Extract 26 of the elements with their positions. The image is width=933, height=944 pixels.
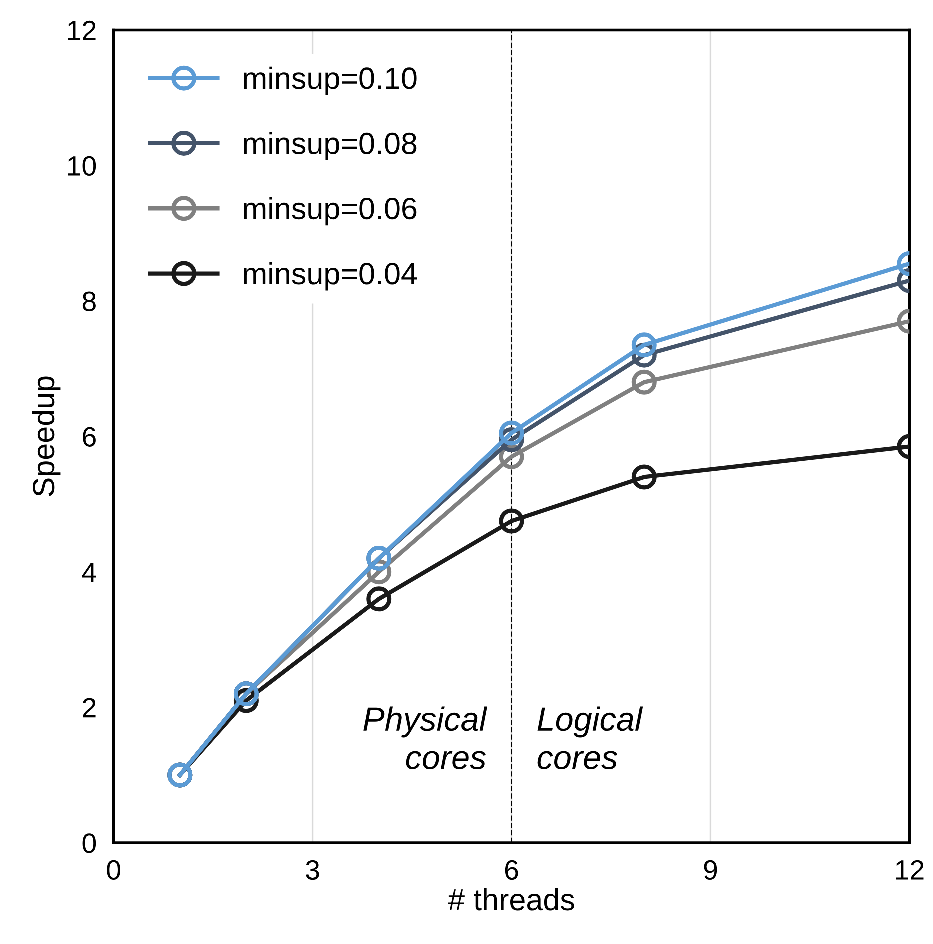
legend-label: minsup=0.08 — [244, 132, 417, 161]
legend-label: minsup=0.06 — [244, 197, 417, 226]
y-axis-title: Speedup — [32, 376, 61, 496]
y-tick-label: 10 — [68, 156, 96, 176]
y-tick-label: 0 — [82, 834, 96, 854]
legend-label: minsup=0.10 — [244, 66, 417, 96]
point — [366, 586, 392, 612]
legend-label: minsup=0.04 — [244, 262, 418, 291]
x-tick-label: 9 — [704, 860, 718, 880]
x-axis-title: # threads — [448, 888, 574, 911]
annotation: Logical cores — [538, 706, 644, 770]
y-tick-label: 12 — [68, 20, 96, 40]
point — [499, 508, 524, 534]
x-tick-label: 12 — [896, 860, 924, 880]
point — [632, 370, 657, 395]
y-tick-label: 6 — [83, 427, 96, 447]
x-tick-label: 3 — [306, 860, 320, 880]
y-tick-label: 4 — [82, 563, 96, 582]
x-tick-label: 0 — [107, 860, 120, 880]
x-tick-label: 6 — [505, 860, 518, 880]
point — [632, 332, 657, 358]
y-tick-label: 2 — [83, 698, 96, 718]
point — [499, 420, 524, 446]
y-tick-label: 8 — [82, 292, 96, 312]
point — [632, 464, 657, 490]
annotation: Physical cores — [364, 706, 488, 770]
